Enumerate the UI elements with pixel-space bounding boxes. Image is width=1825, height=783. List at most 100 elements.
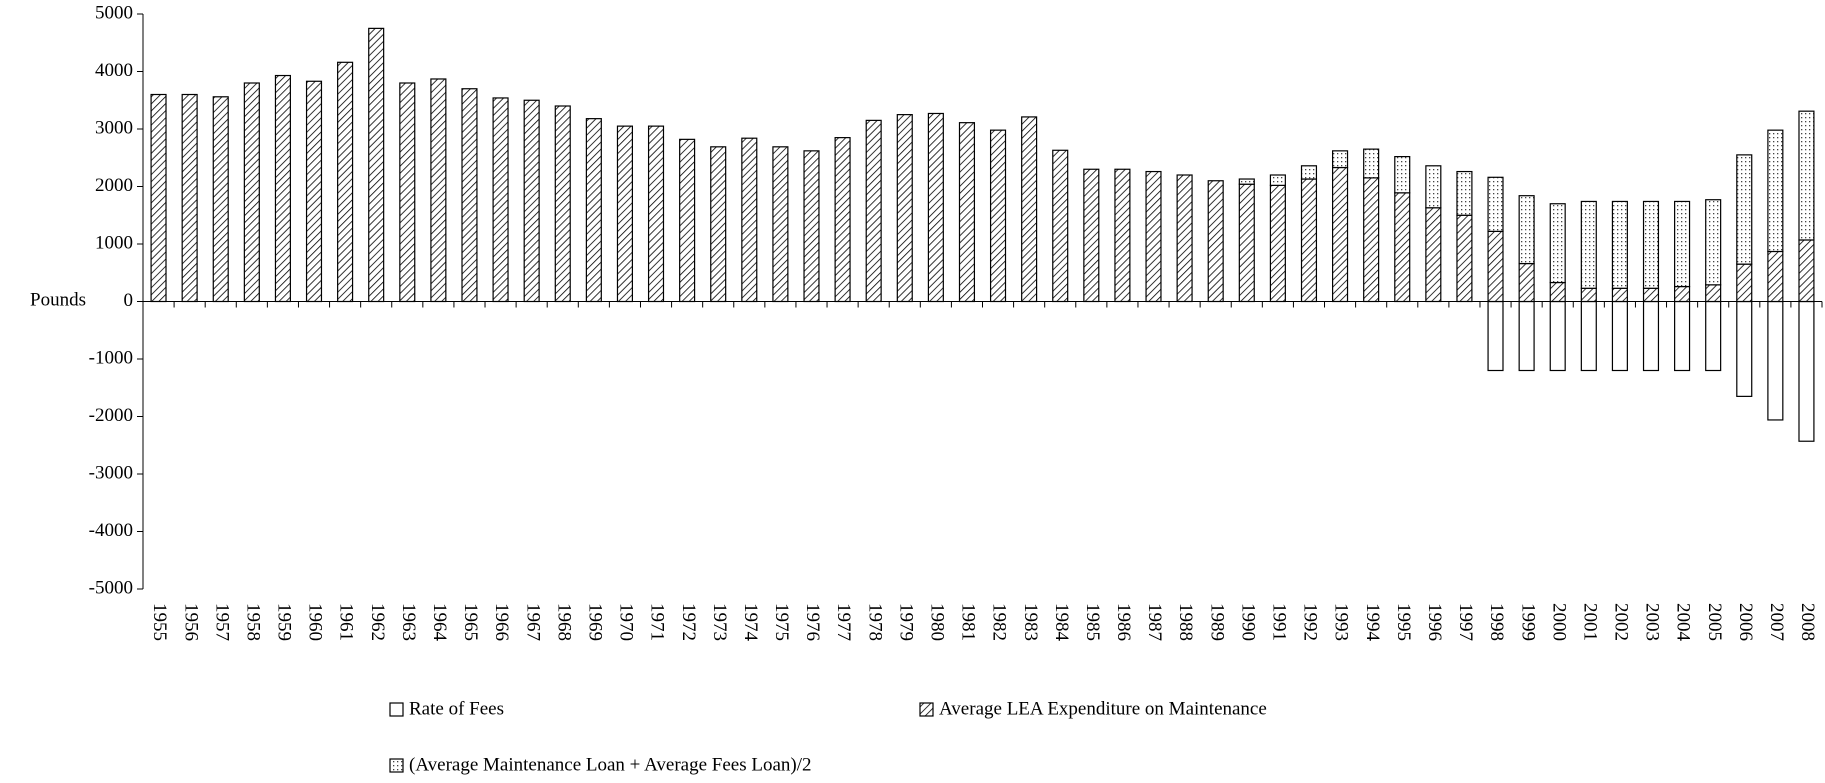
bar-segment	[399, 82, 416, 303]
x-tick-label: 1975	[771, 603, 792, 641]
x-tick-label: 1991	[1269, 603, 1290, 641]
bar-segment	[1269, 184, 1286, 303]
x-tick-label: 2003	[1642, 603, 1663, 641]
bar-segment	[834, 137, 851, 303]
x-tick-label: 1979	[895, 603, 916, 641]
bar-segment	[1456, 170, 1473, 216]
x-tick-label: 1980	[927, 603, 948, 641]
x-tick-label: 1987	[1144, 603, 1165, 641]
bar-segment	[1518, 262, 1535, 303]
bar-segment	[958, 122, 976, 303]
bar-segment	[212, 96, 229, 303]
x-tick-label: 1976	[802, 603, 823, 641]
bar-segment	[1394, 156, 1411, 194]
x-tick-label: 1999	[1517, 603, 1538, 641]
x-tick-label: 1981	[958, 603, 979, 641]
bar-segment	[523, 99, 540, 303]
y-tick-label: 0	[124, 290, 134, 311]
bar-segment	[1674, 200, 1691, 288]
bar-segment	[1363, 177, 1380, 303]
bar-segment	[1580, 300, 1597, 372]
x-tick-label: 1995	[1393, 603, 1414, 641]
bar-segment	[1238, 178, 1255, 185]
y-tick-label: 2000	[95, 175, 133, 196]
bar-segment	[1798, 239, 1815, 303]
x-tick-label: 1970	[616, 603, 637, 641]
x-tick-label: 1966	[491, 603, 512, 641]
x-tick-label: 1985	[1082, 603, 1103, 641]
bar-segment	[1674, 285, 1691, 303]
x-tick-label: 1974	[740, 603, 761, 642]
legend-label: Average LEA Expenditure on Maintenance	[939, 698, 1267, 719]
x-tick-label: 1960	[305, 603, 326, 641]
bar-segment	[1580, 287, 1597, 303]
bar-segment	[1674, 300, 1691, 372]
bar-segment	[1580, 200, 1597, 289]
y-tick-label: -4000	[89, 520, 133, 541]
bar-segment	[1207, 180, 1224, 303]
bar-segment	[1705, 300, 1722, 372]
bar-segment	[1767, 300, 1784, 421]
x-tick-label: 1957	[211, 603, 232, 641]
bar-segment	[1736, 300, 1753, 397]
bar-segment	[337, 61, 354, 303]
bar-segment	[1052, 149, 1069, 303]
x-tick-label: 2006	[1735, 603, 1756, 641]
bar-segment	[1611, 300, 1628, 372]
bar-segment	[741, 137, 758, 303]
bar-segment	[1300, 178, 1318, 303]
x-tick-label: 2001	[1579, 603, 1600, 641]
bar-segment	[1394, 192, 1411, 303]
bar-segment	[1736, 154, 1753, 265]
x-tick-label: 2004	[1673, 603, 1694, 642]
bar-segment	[1642, 200, 1660, 289]
bar-segment	[554, 105, 571, 303]
bar-segment	[1518, 195, 1535, 265]
x-tick-label: 1978	[864, 603, 885, 641]
y-tick-label: -1000	[89, 347, 133, 368]
bar-segment	[1642, 287, 1660, 303]
legend-swatch	[389, 702, 404, 717]
bar-segment	[1798, 110, 1815, 241]
bar-segment	[772, 146, 789, 303]
x-tick-label: 1997	[1455, 603, 1476, 641]
bar-segment	[1363, 148, 1380, 179]
bar-segment	[305, 80, 323, 303]
x-tick-label: 1984	[1051, 603, 1072, 642]
x-tick-label: 1972	[678, 603, 699, 641]
x-tick-label: 1961	[336, 603, 357, 641]
bar-segment	[1767, 129, 1784, 253]
bar-segment	[1487, 230, 1504, 303]
bar-segment	[243, 82, 260, 303]
bar-segment	[368, 27, 385, 303]
bar-segment	[1269, 174, 1286, 186]
x-tick-label: 1968	[553, 603, 574, 641]
legend-label: Rate of Fees	[409, 698, 504, 719]
legend-swatch	[919, 702, 934, 717]
x-tick-label: 2005	[1704, 603, 1725, 641]
bar-segment	[1611, 287, 1628, 303]
bar-segment	[1549, 203, 1566, 284]
bar-segment	[896, 114, 913, 303]
x-tick-label: 1967	[522, 603, 543, 641]
x-tick-label: 1958	[242, 603, 263, 641]
x-tick-label: 1973	[709, 603, 730, 641]
legend-swatch	[389, 758, 404, 773]
x-tick-label: 2000	[1548, 603, 1569, 641]
x-tick-label: 1956	[180, 603, 201, 641]
x-tick-label: 1969	[584, 603, 605, 641]
bar-segment	[1176, 174, 1193, 303]
bar-segment	[1332, 150, 1349, 169]
bar-segment	[430, 78, 447, 303]
y-axis-label: Pounds	[30, 289, 86, 310]
y-tick-label: -3000	[89, 462, 133, 483]
x-tick-label: 1955	[149, 603, 170, 641]
x-tick-label: 1988	[1175, 603, 1196, 641]
bar-segment	[585, 118, 602, 303]
x-tick-label: 1977	[833, 603, 854, 641]
x-tick-label: 1965	[460, 603, 481, 641]
bar-segment	[1114, 168, 1131, 303]
y-tick-label: 1000	[95, 232, 133, 253]
bar-segment	[647, 125, 665, 303]
x-tick-label: 1992	[1300, 603, 1321, 641]
